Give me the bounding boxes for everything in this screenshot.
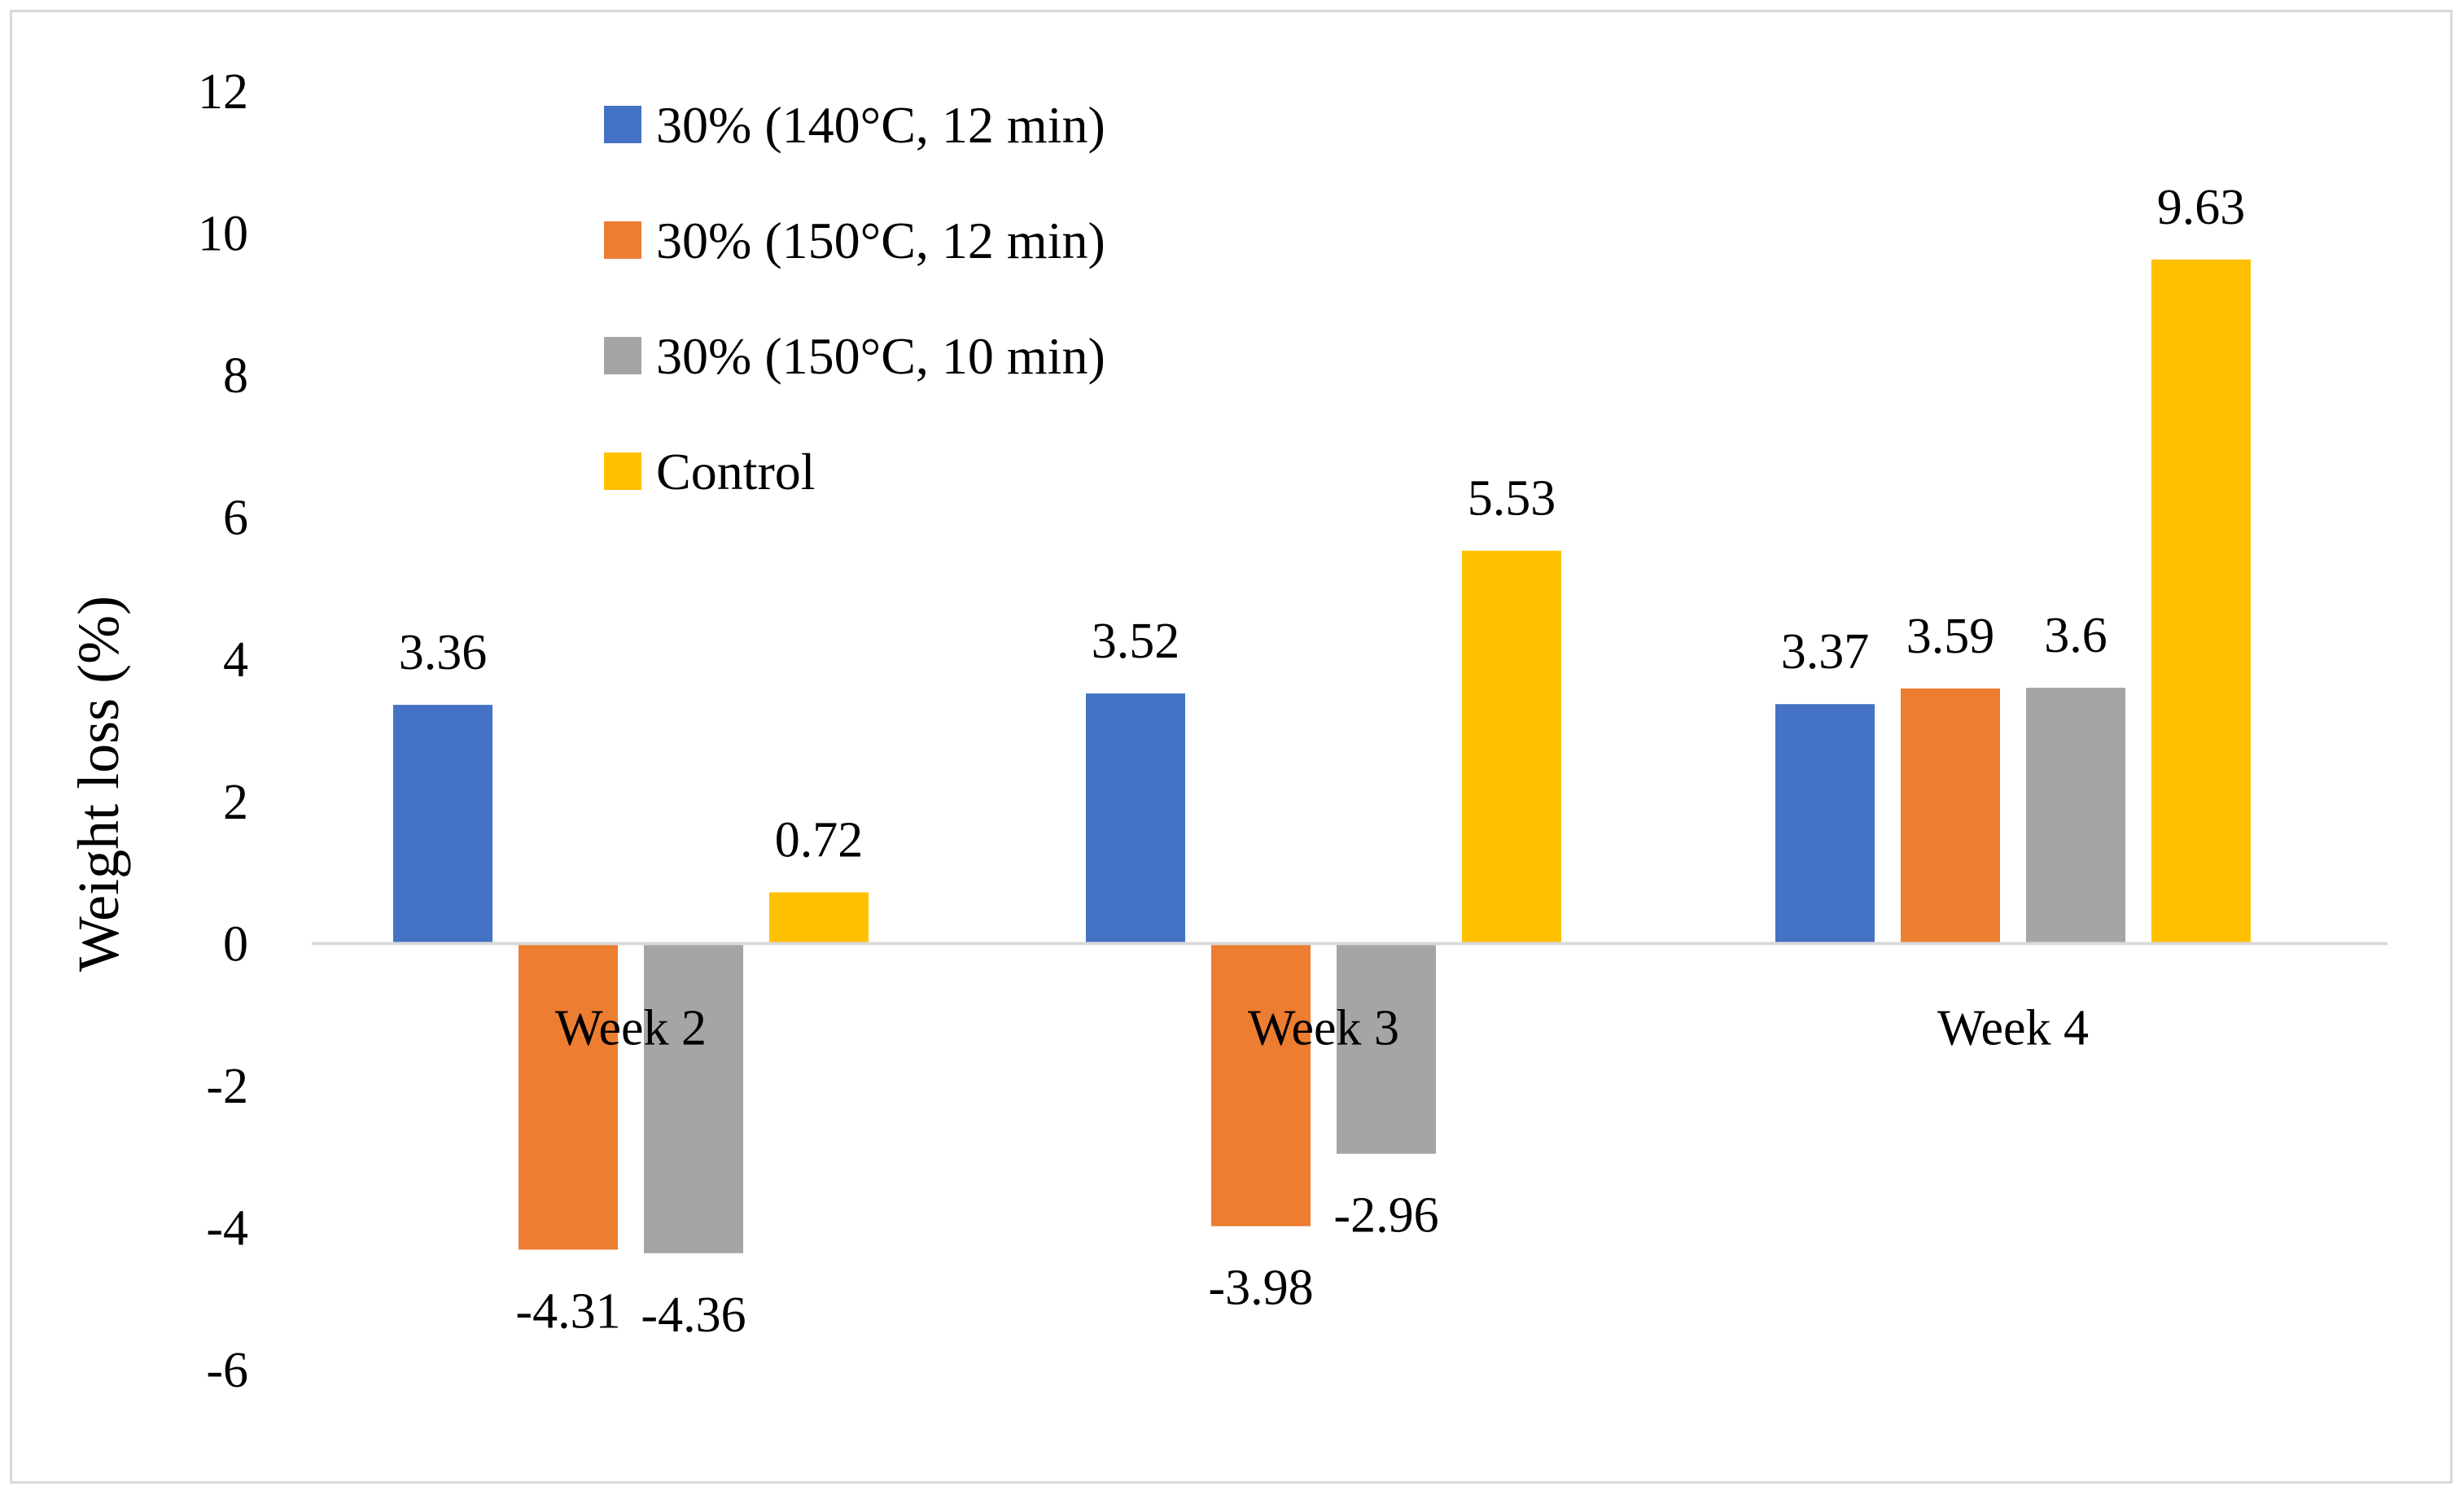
data-label: 3.59 — [1906, 609, 1995, 664]
data-label: -4.31 — [515, 1284, 620, 1340]
bar-series-0-week-4 — [1775, 704, 1875, 944]
bar-series-2-week-4 — [2026, 688, 2125, 944]
data-label: 3.37 — [1781, 624, 1870, 680]
y-tick-label: 10 — [198, 207, 248, 262]
data-label: 5.53 — [1468, 471, 1556, 527]
legend-label: Control — [656, 443, 816, 501]
data-label: -3.98 — [1208, 1261, 1313, 1316]
y-tick-label: 12 — [198, 64, 248, 120]
y-axis-title: Weight loss (%) — [66, 596, 131, 972]
bar-series-2-week-3 — [1337, 943, 1436, 1154]
category-label: Week 2 — [555, 1000, 707, 1056]
y-tick-label: 0 — [223, 916, 248, 972]
bars — [393, 259, 2251, 1253]
legend-label: 30% (150°C, 10 min) — [656, 327, 1105, 385]
bar-series-0-week-3 — [1086, 693, 1185, 944]
category-label: Week 4 — [1937, 1000, 2089, 1056]
data-label: 9.63 — [2157, 180, 2246, 235]
bar-series-1-week-4 — [1901, 688, 2000, 944]
legend-swatch — [604, 452, 641, 490]
bar-series-1-week-3 — [1211, 943, 1311, 1226]
bar-series-3-week-2 — [769, 892, 869, 944]
bar-series-1-week-2 — [519, 943, 618, 1250]
y-tick-label: -6 — [206, 1343, 248, 1398]
y-tick-label: 8 — [223, 348, 248, 404]
category-labels: Week 2 Week 3 Week 4 — [555, 1000, 2089, 1056]
y-tick-label: -2 — [206, 1059, 248, 1114]
data-label: -2.96 — [1333, 1188, 1438, 1244]
y-tick-label: -4 — [206, 1200, 248, 1256]
data-label: 3.36 — [399, 625, 488, 680]
bar-series-0-week-2 — [393, 705, 492, 944]
bar-series-3-week-4 — [2151, 259, 2251, 944]
data-label: 0.72 — [775, 812, 864, 868]
category-label: Week 3 — [1248, 1000, 1399, 1056]
y-axis-ticks: -6 -4 -2 0 2 4 6 8 10 12 — [198, 64, 248, 1398]
legend-label: 30% (140°C, 12 min) — [656, 96, 1105, 154]
y-tick-label: 2 — [223, 775, 248, 830]
data-labels: 3.36 3.52 3.37 -4.31 -3.98 3.59 -4.36 -2.96 3.6 0… — [399, 180, 2246, 1343]
legend: 30% (140°C, 12 min) 30% (150°C, 12 min) 30… — [604, 96, 1105, 501]
legend-swatch — [604, 337, 641, 374]
bar-series-2-week-2 — [644, 943, 743, 1253]
bar-series-3-week-3 — [1462, 550, 1561, 944]
data-label: 3.6 — [2044, 608, 2107, 663]
data-label: 3.52 — [1092, 614, 1180, 669]
chart-frame: -6 -4 -2 0 2 4 6 8 10 12 Week 2 Week 3 Week 4 3.36 3… — [10, 10, 2453, 1484]
y-tick-label: 6 — [223, 491, 248, 546]
legend-label: 30% (150°C, 12 min) — [656, 212, 1105, 269]
legend-swatch — [604, 221, 641, 259]
data-label: -4.36 — [641, 1287, 746, 1343]
y-tick-label: 4 — [223, 632, 248, 688]
legend-swatch — [604, 106, 641, 143]
